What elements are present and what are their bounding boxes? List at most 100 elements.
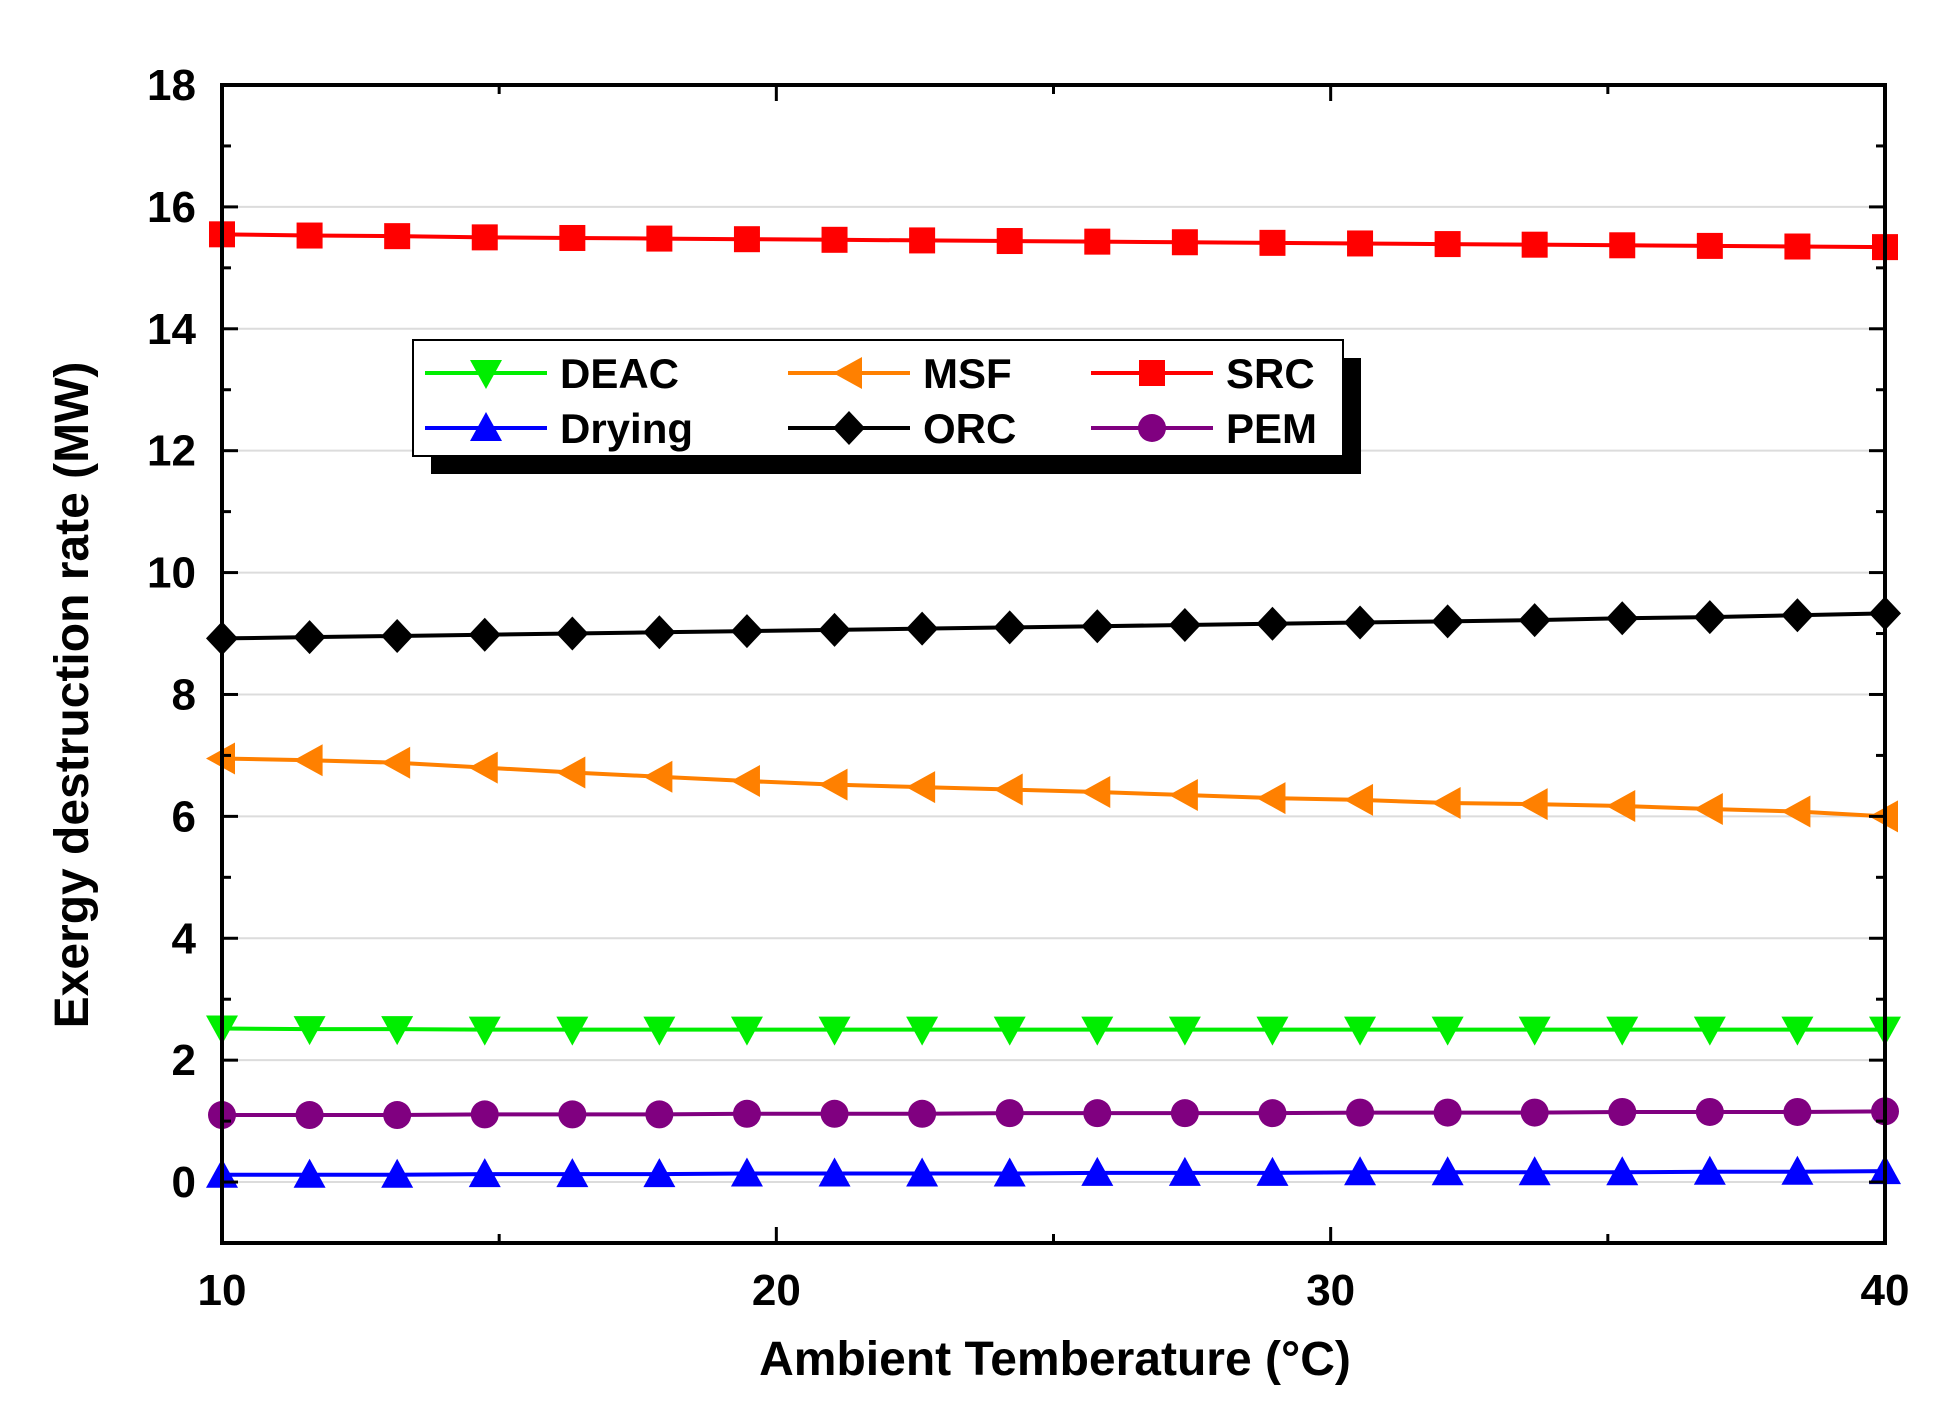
data-point-pem-5 bbox=[645, 1100, 674, 1129]
data-point-orc-5 bbox=[643, 615, 676, 650]
data-point-deac-5 bbox=[643, 1016, 676, 1046]
data-point-drying-2 bbox=[381, 1158, 414, 1188]
data-point-src-7 bbox=[821, 226, 848, 253]
data-point-orc-14 bbox=[1431, 604, 1464, 639]
data-point-src-3 bbox=[471, 224, 498, 251]
series-line-deac bbox=[221, 1026, 1885, 1032]
y-tick-label-10: 10 bbox=[147, 549, 196, 598]
data-point-src-8 bbox=[909, 227, 936, 254]
data-point-src-2 bbox=[384, 223, 411, 250]
data-point-msf-9 bbox=[993, 773, 1023, 806]
data-point-pem-8 bbox=[908, 1099, 937, 1128]
data-point-pem-2 bbox=[383, 1101, 412, 1130]
data-point-deac-18 bbox=[1781, 1016, 1814, 1046]
legend-box bbox=[412, 339, 1344, 457]
legend-marker-drying bbox=[470, 412, 502, 441]
data-point-orc-11 bbox=[1168, 607, 1201, 642]
data-point-pem-17 bbox=[1695, 1097, 1724, 1126]
data-point-pem-12 bbox=[1258, 1099, 1287, 1128]
data-point-orc-4 bbox=[556, 616, 589, 651]
data-point-pem-15 bbox=[1520, 1098, 1549, 1127]
data-point-deac-17 bbox=[1693, 1016, 1726, 1046]
data-point-drying-14 bbox=[1431, 1156, 1464, 1186]
data-point-pem-14 bbox=[1433, 1098, 1462, 1127]
data-point-msf-3 bbox=[468, 751, 498, 784]
data-point-pem-1 bbox=[295, 1101, 324, 1130]
data-point-orc-17 bbox=[1693, 600, 1726, 635]
x-axis-title: Ambient Temberature (°C) bbox=[759, 1333, 1351, 1386]
legend-label-pem: PEM bbox=[1226, 405, 1317, 452]
series-orc bbox=[206, 596, 1901, 656]
data-point-src-14 bbox=[1434, 231, 1461, 258]
data-point-deac-15 bbox=[1518, 1016, 1551, 1046]
data-point-orc-6 bbox=[730, 614, 763, 649]
data-point-msf-6 bbox=[730, 765, 760, 798]
data-point-pem-11 bbox=[1170, 1099, 1199, 1128]
y-tick-label-4: 4 bbox=[172, 914, 197, 963]
legend-marker-pem bbox=[1138, 414, 1166, 442]
series-layer bbox=[206, 221, 1901, 1188]
data-point-msf-16 bbox=[1606, 790, 1636, 823]
x-tick-label-30: 30 bbox=[1306, 1266, 1355, 1315]
data-point-msf-14 bbox=[1431, 786, 1461, 819]
data-point-orc-3 bbox=[468, 617, 501, 652]
data-point-pem-10 bbox=[1083, 1099, 1112, 1128]
data-point-drying-7 bbox=[818, 1157, 851, 1187]
legend-label-orc: ORC bbox=[923, 405, 1016, 452]
legend-marker-src bbox=[1139, 360, 1165, 386]
data-point-msf-4 bbox=[556, 756, 586, 789]
series-deac bbox=[206, 1015, 1901, 1046]
legend-item-msf: MSF bbox=[788, 350, 1012, 397]
data-point-orc-9 bbox=[993, 610, 1026, 645]
data-point-pem-7 bbox=[820, 1099, 849, 1128]
data-point-src-1 bbox=[296, 222, 323, 249]
data-point-drying-13 bbox=[1344, 1156, 1377, 1186]
x-tick-label-10: 10 bbox=[198, 1266, 247, 1315]
data-point-msf-1 bbox=[293, 744, 323, 777]
series-line-pem bbox=[222, 1109, 1886, 1118]
legend-item-pem: PEM bbox=[1091, 405, 1317, 452]
y-tick-label-12: 12 bbox=[147, 427, 196, 476]
data-point-deac-7 bbox=[818, 1016, 851, 1046]
y-tick-label-8: 8 bbox=[172, 670, 196, 719]
data-point-src-11 bbox=[1171, 229, 1198, 256]
data-point-deac-8 bbox=[906, 1016, 939, 1046]
data-point-drying-6 bbox=[730, 1157, 763, 1187]
data-point-deac-10 bbox=[1081, 1016, 1114, 1046]
y-tick-label-14: 14 bbox=[147, 305, 196, 354]
data-point-drying-15 bbox=[1518, 1156, 1551, 1186]
data-point-msf-12 bbox=[1256, 782, 1286, 815]
data-point-drying-16 bbox=[1606, 1156, 1639, 1186]
data-point-orc-8 bbox=[906, 611, 939, 646]
data-point-src-18 bbox=[1784, 233, 1811, 260]
data-point-src-16 bbox=[1609, 232, 1636, 259]
legend-label-deac: DEAC bbox=[560, 350, 679, 397]
legend-label-src: SRC bbox=[1226, 350, 1315, 397]
data-point-drying-12 bbox=[1256, 1156, 1289, 1186]
data-point-pem-13 bbox=[1346, 1098, 1375, 1127]
data-point-deac-2 bbox=[381, 1016, 414, 1046]
legend: DEAC MSF SRC Drying ORC PEM bbox=[412, 339, 1361, 474]
data-point-drying-5 bbox=[643, 1158, 676, 1188]
data-point-drying-18 bbox=[1781, 1155, 1814, 1185]
data-point-orc-16 bbox=[1606, 601, 1639, 636]
data-point-deac-11 bbox=[1168, 1016, 1201, 1046]
x-tick-label-40: 40 bbox=[1861, 1266, 1910, 1315]
data-point-src-4 bbox=[559, 224, 586, 251]
x-tick-label-20: 20 bbox=[752, 1266, 801, 1315]
y-tick-label-0: 0 bbox=[172, 1158, 196, 1207]
data-point-drying-11 bbox=[1168, 1156, 1201, 1186]
data-point-src-17 bbox=[1696, 232, 1723, 259]
data-point-deac-16 bbox=[1606, 1016, 1639, 1046]
data-point-deac-13 bbox=[1344, 1016, 1377, 1046]
data-point-orc-18 bbox=[1781, 598, 1814, 633]
data-point-deac-9 bbox=[993, 1016, 1026, 1046]
data-point-drying-4 bbox=[556, 1158, 589, 1188]
legend-label-msf: MSF bbox=[923, 350, 1012, 397]
legend-marker-orc bbox=[833, 411, 865, 445]
data-point-src-6 bbox=[733, 226, 760, 253]
data-point-src-9 bbox=[996, 228, 1023, 255]
data-point-drying-3 bbox=[468, 1158, 501, 1188]
